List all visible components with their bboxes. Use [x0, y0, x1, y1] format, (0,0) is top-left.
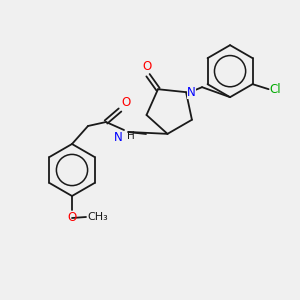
- Text: H: H: [127, 131, 135, 141]
- Text: O: O: [68, 211, 76, 224]
- Text: O: O: [142, 60, 152, 73]
- Text: O: O: [121, 96, 130, 109]
- Text: N: N: [187, 86, 196, 99]
- Text: N: N: [114, 131, 123, 144]
- Text: CH₃: CH₃: [87, 212, 108, 222]
- Text: Cl: Cl: [270, 83, 281, 96]
